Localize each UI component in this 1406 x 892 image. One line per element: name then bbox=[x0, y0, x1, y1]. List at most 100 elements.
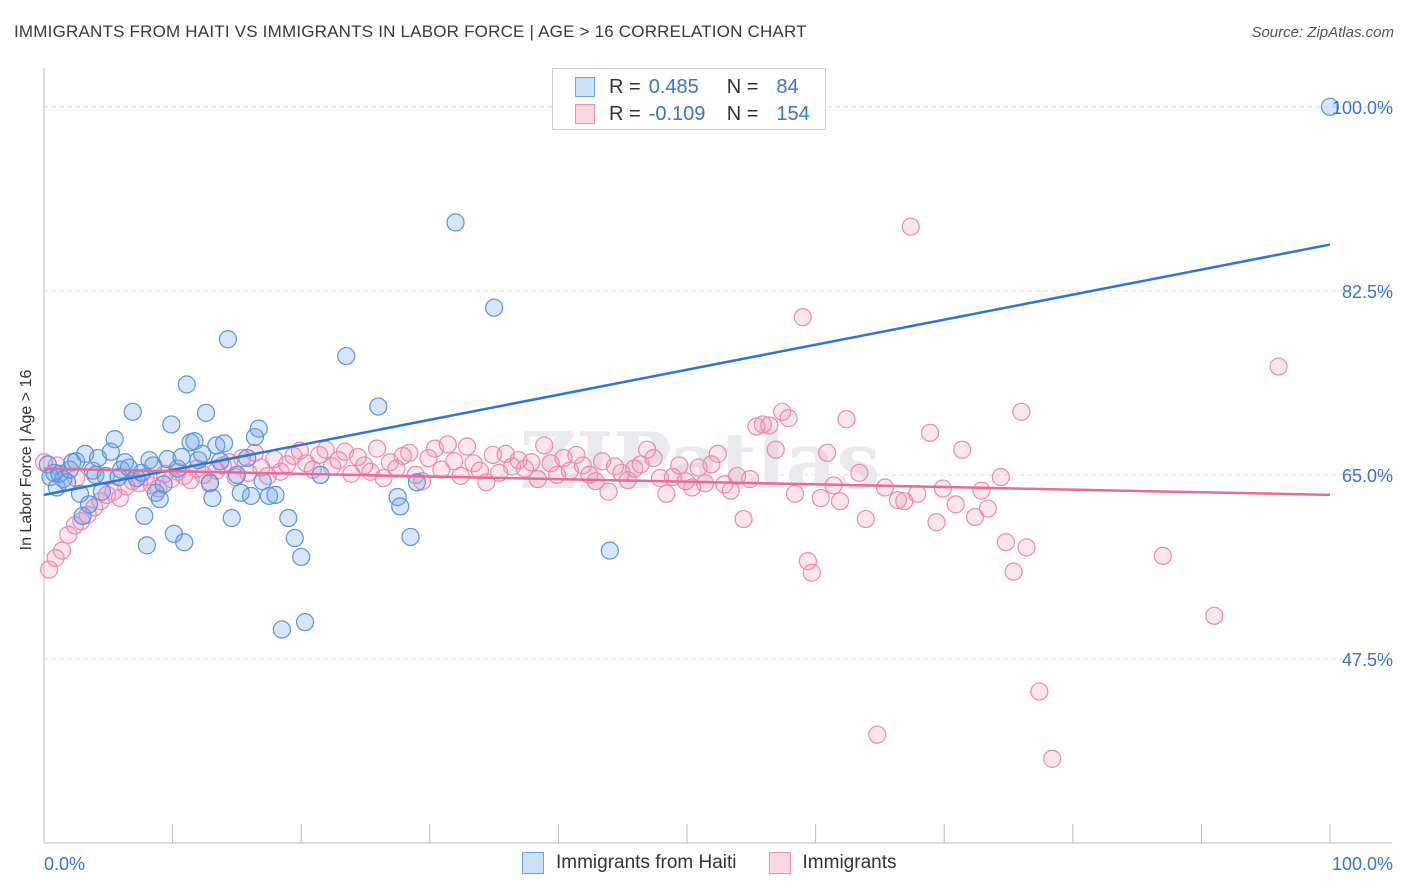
haiti-point bbox=[172, 447, 191, 467]
haiti-point bbox=[238, 448, 257, 468]
immigrants-point bbox=[888, 491, 908, 510]
y-tick-label: 47.5% bbox=[1342, 650, 1393, 670]
immigrants-point bbox=[850, 463, 869, 482]
immigrants-point bbox=[734, 509, 753, 529]
immigrants-point bbox=[1004, 562, 1023, 581]
haiti-point bbox=[177, 375, 196, 394]
haiti-point bbox=[203, 488, 222, 508]
immigrants-point bbox=[483, 445, 502, 465]
immigrants-point bbox=[457, 437, 477, 456]
immigrants-point bbox=[400, 443, 419, 462]
haiti-point bbox=[193, 444, 212, 463]
series-legend: Immigrants from Haiti Immigrants bbox=[522, 852, 929, 874]
legend-item-immigrants[interactable]: Immigrants bbox=[768, 852, 897, 874]
n-value: 84 bbox=[776, 75, 799, 98]
haiti-point bbox=[266, 485, 285, 504]
immigrants-point bbox=[1043, 749, 1062, 768]
haiti-point bbox=[135, 506, 154, 526]
haiti-point bbox=[272, 620, 292, 639]
y-tick-label: 100.0% bbox=[1332, 98, 1393, 118]
series-immigrants bbox=[34, 217, 1288, 768]
trend-lines bbox=[43, 243, 1331, 497]
immigrants-point bbox=[908, 484, 927, 503]
series-immigrants-from-haiti bbox=[38, 97, 1340, 639]
stats-row-immigrants: R = -0.109 N = 154 bbox=[575, 103, 810, 125]
haiti-point bbox=[196, 403, 216, 422]
immigrants-point bbox=[802, 563, 821, 582]
immigrants-point bbox=[740, 470, 760, 489]
immigrants-point bbox=[470, 461, 490, 480]
immigrants-point bbox=[367, 439, 387, 458]
immigrants-point bbox=[830, 492, 850, 511]
r-label: R = bbox=[609, 75, 641, 98]
immigrants-point bbox=[535, 436, 554, 455]
immigrants-point bbox=[1269, 357, 1288, 376]
immigrants-point bbox=[972, 481, 991, 500]
legend-item-haiti[interactable]: Immigrants from Haiti bbox=[522, 852, 737, 874]
immigrants-point bbox=[920, 423, 940, 442]
immigrants-point bbox=[811, 488, 830, 508]
immigrants-point bbox=[110, 488, 129, 508]
haiti-point bbox=[279, 508, 298, 528]
haiti-point bbox=[175, 533, 194, 552]
immigrants-point bbox=[522, 453, 541, 472]
x-tick-labels: 0.0% 100.0% bbox=[44, 854, 1393, 874]
x-tick-label: 100.0% bbox=[1332, 854, 1393, 874]
immigrants-point bbox=[996, 533, 1016, 552]
r-value: -0.109 bbox=[648, 102, 706, 125]
haiti-point bbox=[231, 483, 250, 502]
immigrants-point bbox=[760, 416, 779, 435]
haiti-trend-line bbox=[43, 243, 1331, 497]
immigrants-point bbox=[438, 435, 457, 454]
haiti-point bbox=[446, 213, 465, 232]
immigrants-trend-line bbox=[43, 467, 1331, 497]
immigrants-point bbox=[670, 456, 689, 475]
haiti-point bbox=[96, 466, 115, 486]
immigrants-point bbox=[1017, 538, 1036, 557]
immigrants-point bbox=[753, 415, 772, 434]
immigrants-swatch bbox=[575, 104, 595, 124]
immigrants-point bbox=[1153, 546, 1172, 565]
haiti-point bbox=[162, 415, 181, 434]
y-tick-label: 65.0% bbox=[1342, 466, 1393, 486]
immigrants-point bbox=[798, 552, 817, 571]
y-tick-label: 82.5% bbox=[1342, 282, 1393, 302]
n-value: 154 bbox=[776, 102, 810, 125]
immigrants-point bbox=[1205, 606, 1224, 625]
immigrants-point bbox=[766, 440, 785, 459]
immigrants-point bbox=[779, 409, 798, 428]
haiti-legend-swatch bbox=[522, 852, 544, 874]
haiti-point bbox=[245, 427, 265, 447]
haiti-point bbox=[214, 434, 234, 453]
haiti-point bbox=[391, 497, 410, 516]
haiti-point bbox=[73, 506, 92, 526]
immigrants-point bbox=[599, 482, 618, 501]
immigrants-point bbox=[52, 541, 72, 560]
haiti-point bbox=[600, 541, 619, 560]
r-value: 0.485 bbox=[648, 75, 699, 98]
immigrants-point bbox=[793, 308, 812, 327]
immigrants-point bbox=[856, 509, 875, 529]
chart-title: IMMIGRANTS FROM HAITI VS IMMIGRANTS IN L… bbox=[14, 22, 807, 41]
immigrants-point bbox=[708, 444, 727, 463]
legend-label: Immigrants from Haiti bbox=[556, 852, 737, 873]
immigrants-point bbox=[901, 217, 920, 236]
immigrants-point bbox=[271, 462, 290, 481]
immigrants-point bbox=[432, 460, 451, 479]
n-label: N = bbox=[726, 75, 759, 98]
haiti-point bbox=[401, 527, 420, 547]
x-tick-label: 0.0% bbox=[44, 854, 85, 874]
immigrants-point bbox=[946, 495, 965, 514]
haiti-point bbox=[337, 346, 356, 366]
immigrants-point bbox=[702, 455, 721, 474]
immigrants-point bbox=[573, 456, 592, 475]
immigrants-point bbox=[933, 479, 953, 498]
immigrants-point bbox=[567, 445, 586, 465]
immigrants-point bbox=[837, 410, 856, 429]
immigrants-point bbox=[965, 507, 985, 527]
immigrants-point bbox=[59, 525, 78, 544]
haiti-point bbox=[295, 613, 315, 632]
immigrants-point bbox=[419, 448, 438, 468]
r-label: R = bbox=[609, 102, 641, 125]
